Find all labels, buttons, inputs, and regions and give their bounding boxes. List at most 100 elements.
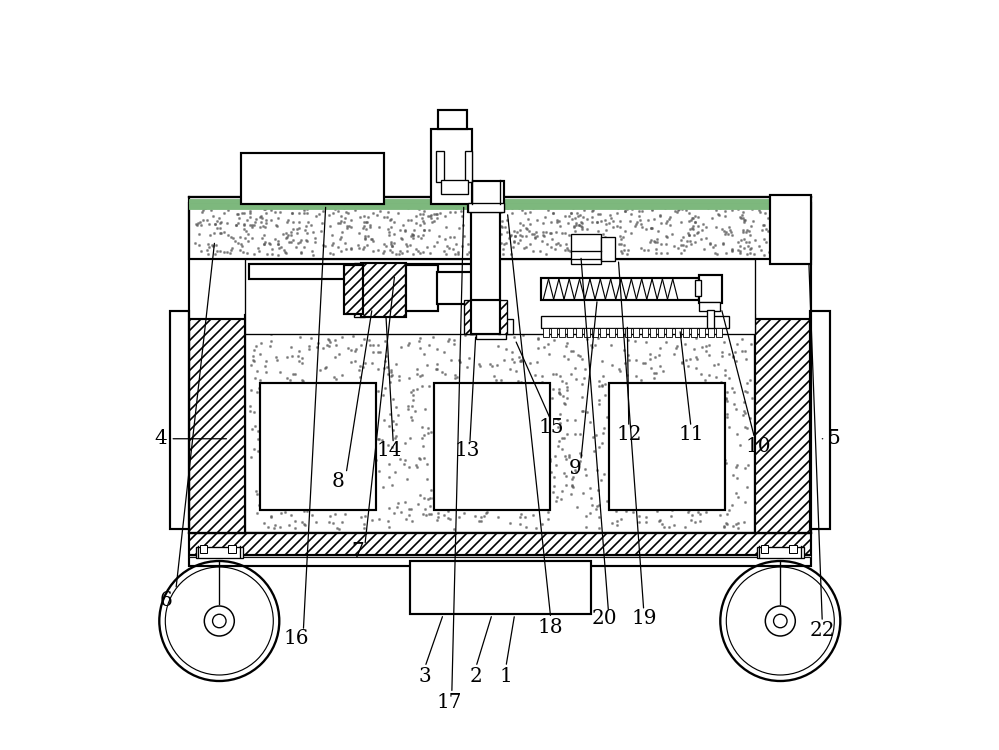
Point	[211, 211, 227, 223]
Point	[655, 364, 671, 376]
Point	[737, 353, 753, 365]
Point	[388, 358, 404, 370]
Point	[648, 376, 664, 388]
Point	[615, 329, 631, 341]
Point	[608, 519, 624, 531]
Point	[786, 230, 802, 242]
Point	[633, 205, 649, 217]
Point	[476, 459, 492, 471]
Point	[357, 230, 373, 242]
Point	[507, 406, 523, 418]
Point	[277, 397, 293, 409]
Point	[622, 227, 638, 239]
Point	[755, 249, 771, 261]
Point	[522, 472, 538, 484]
Point	[382, 521, 398, 533]
Point	[771, 217, 787, 229]
Point	[681, 469, 697, 481]
Point	[397, 454, 413, 466]
Point	[405, 394, 421, 406]
Point	[753, 224, 769, 236]
Point	[742, 220, 758, 232]
Point	[593, 355, 609, 367]
Point	[462, 245, 478, 257]
Bar	[608, 382, 724, 510]
Point	[558, 242, 574, 254]
Point	[361, 202, 377, 214]
Point	[659, 247, 675, 259]
Point	[465, 443, 481, 455]
Point	[411, 245, 427, 257]
Point	[380, 515, 396, 527]
Point	[330, 419, 346, 430]
Point	[415, 245, 431, 257]
Point	[628, 354, 644, 366]
Point	[500, 400, 515, 412]
Point	[319, 361, 335, 373]
Point	[581, 318, 597, 330]
Point	[657, 460, 673, 472]
Point	[538, 238, 554, 250]
Point	[526, 399, 542, 411]
Point	[333, 210, 349, 222]
Point	[331, 241, 347, 253]
Point	[209, 245, 225, 257]
Point	[256, 230, 272, 242]
Point	[490, 446, 505, 458]
Point	[370, 346, 386, 358]
Point	[660, 520, 676, 532]
Point	[587, 429, 603, 441]
Point	[572, 216, 588, 228]
Point	[490, 511, 505, 523]
Point	[705, 503, 721, 515]
Point	[736, 462, 752, 474]
Point	[687, 236, 703, 248]
Text: 14: 14	[376, 440, 402, 460]
Point	[296, 204, 312, 216]
Point	[279, 216, 295, 228]
Point	[611, 390, 627, 402]
Bar	[682, 328, 688, 338]
Point	[728, 403, 744, 415]
Point	[402, 432, 418, 444]
Point	[689, 388, 705, 400]
Text: 17: 17	[436, 693, 462, 712]
Point	[390, 410, 406, 422]
Point	[628, 472, 644, 484]
Point	[775, 222, 791, 234]
Bar	[361, 262, 406, 316]
Point	[300, 324, 316, 336]
Point	[740, 225, 756, 237]
Bar	[498, 300, 507, 334]
Point	[253, 394, 269, 406]
Point	[516, 206, 532, 218]
Point	[266, 414, 282, 426]
Point	[583, 341, 599, 353]
Point	[436, 466, 452, 478]
Point	[696, 243, 712, 255]
Point	[321, 516, 337, 528]
Point	[609, 202, 625, 214]
Point	[768, 207, 784, 219]
Point	[525, 228, 541, 240]
Point	[370, 244, 386, 256]
Point	[590, 441, 606, 453]
Point	[318, 448, 334, 460]
Point	[582, 416, 598, 428]
Point	[619, 244, 635, 256]
Point	[614, 421, 630, 433]
Point	[355, 222, 371, 234]
Point	[456, 230, 472, 242]
Point	[498, 343, 513, 355]
Point	[294, 374, 310, 386]
Point	[678, 388, 694, 400]
Point	[677, 240, 693, 252]
Point	[471, 358, 487, 370]
Point	[736, 385, 752, 397]
Point	[527, 521, 543, 533]
Point	[508, 226, 524, 238]
Point	[720, 228, 736, 240]
Point	[616, 205, 632, 217]
Point	[787, 239, 803, 251]
Point	[473, 431, 489, 443]
